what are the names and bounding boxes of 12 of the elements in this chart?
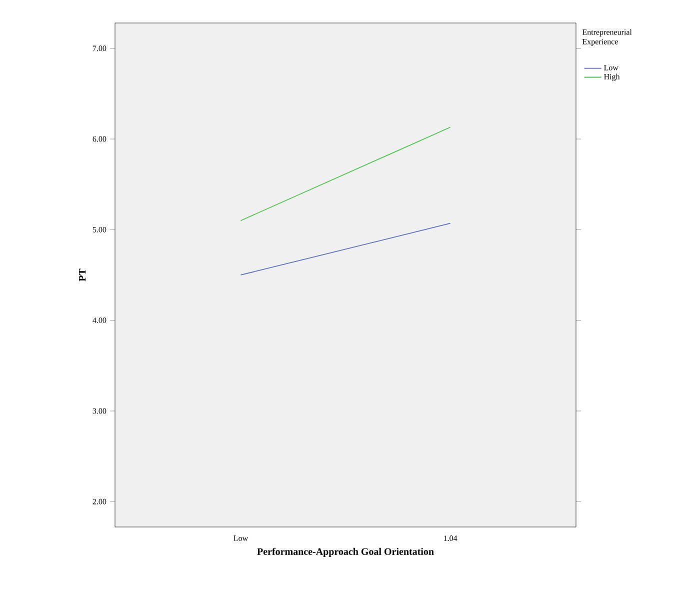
y-tick-label: 6.00 [92, 136, 106, 142]
y-axis-title: PT [79, 268, 86, 282]
y-tick-label: 7.00 [93, 46, 106, 52]
legend-title: Entrepreneurial Experience [582, 29, 632, 46]
y-tick-label: 3.00 [92, 408, 106, 414]
y-tick-label: 5.00 [92, 226, 106, 232]
x-axis-title: Performance-Approach Goal Orientation [257, 548, 434, 558]
x-tick-label: 1.04 [444, 536, 458, 541]
y-tick-label: 2.00 [92, 498, 106, 504]
legend-label: High [604, 74, 620, 82]
legend-label: Low [604, 64, 618, 70]
y-tick-label: 4.00 [92, 318, 106, 324]
